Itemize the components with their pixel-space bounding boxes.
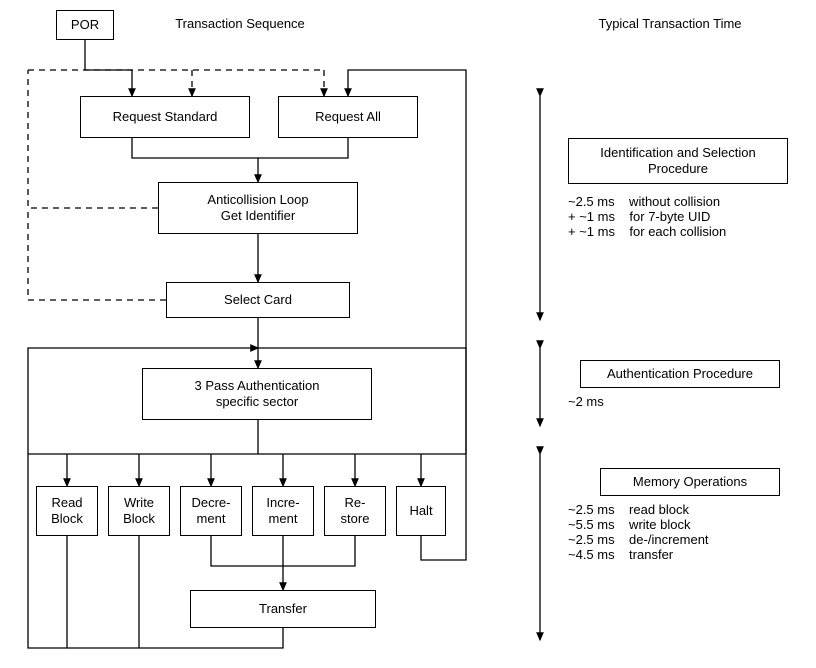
- heading-transaction-sequence: Transaction Sequence: [150, 16, 330, 31]
- node-memory-operations: Memory Operations: [600, 468, 780, 496]
- node-request-standard: Request Standard: [80, 96, 250, 138]
- diagram-root: { "headings": { "left": "Transaction Seq…: [0, 0, 816, 668]
- node-auth-procedure: Authentication Procedure: [580, 360, 780, 388]
- node-request-all: Request All: [278, 96, 418, 138]
- node-id-procedure: Identification and SelectionProcedure: [568, 138, 788, 184]
- node-read-block: ReadBlock: [36, 486, 98, 536]
- node-por: POR: [56, 10, 114, 40]
- node-write-block: WriteBlock: [108, 486, 170, 536]
- heading-typical-time: Typical Transaction Time: [560, 16, 780, 31]
- node-auth: 3 Pass Authenticationspecific sector: [142, 368, 372, 420]
- node-halt: Halt: [396, 486, 446, 536]
- timing-auth: ~2 ms: [568, 394, 625, 409]
- node-transfer: Transfer: [190, 590, 376, 628]
- timing-mem: ~2.5 ms read block~5.5 ms write block~2.…: [568, 502, 709, 562]
- timing-id: ~2.5 ms without collision+ ~1 ms for 7-b…: [568, 194, 726, 239]
- node-anticollision: Anticollision LoopGet Identifier: [158, 182, 358, 234]
- node-increment: Incre-ment: [252, 486, 314, 536]
- node-select-card: Select Card: [166, 282, 350, 318]
- node-restore: Re-store: [324, 486, 386, 536]
- node-decrement: Decre-ment: [180, 486, 242, 536]
